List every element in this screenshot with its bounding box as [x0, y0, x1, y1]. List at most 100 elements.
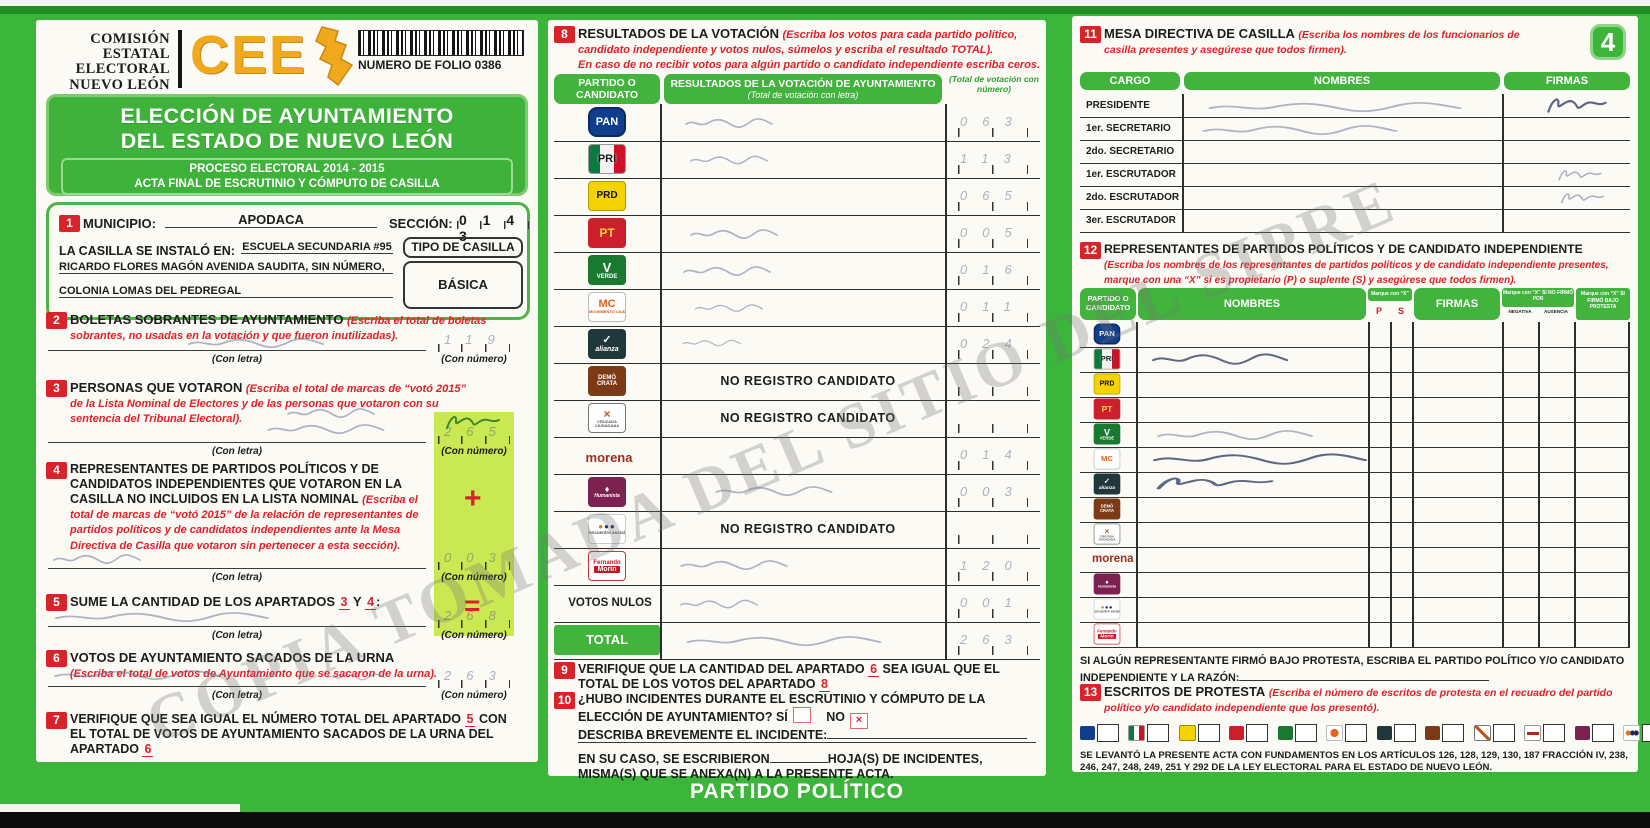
section-12-title: REPRESENTANTES DE PARTIDOS POLÍTICOS Y D… — [1104, 242, 1583, 256]
form-title-line1: ELECCIÓN DE AYUNTAMIENTO — [120, 104, 454, 128]
barcode-icon — [358, 30, 524, 56]
humanista-figure-icon: ♦ — [604, 483, 610, 494]
mesa-row-2do-escrutador: 2do. ESCRUTADOR — [1080, 186, 1630, 210]
col-protesta-header: Marque con “X” SI FIRMÓ BAJO PROTESTA — [1576, 288, 1630, 320]
handwriting-scribble — [1205, 100, 1465, 114]
middle-panel: 8 RESULTADOS DE LA VOTACIÓN (Escriba los… — [548, 20, 1046, 781]
results-row-encuentro: ●●● encuentro social NO REGISTRO CANDIDAT… — [554, 511, 1040, 549]
section-11-badge: 11 — [1080, 26, 1101, 43]
cargo-label: 2do. SECRETARIO — [1086, 146, 1175, 157]
col-letra-text: RESULTADOS DE LA VOTACIÓN DE AYUNTAMIENT… — [670, 77, 936, 90]
section-11-mesa: 11 MESA DIRECTIVA DE CASILLA (Escriba lo… — [1080, 26, 1550, 57]
humanista-text: Humanista — [1098, 584, 1116, 589]
con-numero-label: (Con número) — [441, 354, 507, 365]
section-3-personas: 3 PERSONAS QUE VOTARON (Escriba el total… — [46, 380, 466, 427]
handwriting-scribble — [1558, 170, 1602, 181]
municipio-label: MUNICIPIO: — [83, 216, 156, 231]
org-line: COMISIÓN — [90, 31, 170, 47]
section-2-letra-line — [48, 350, 426, 351]
votes-handwritten: 024 — [960, 336, 1027, 351]
rep-row-encuentro: ●●● encuentro social — [1080, 597, 1630, 623]
ref-6: 6 — [142, 742, 154, 757]
sum-highlight-column — [434, 412, 514, 636]
section-12-representantes: 12 REPRESENTANTES DE PARTIDOS POLÍTICOS … — [1080, 242, 1622, 287]
section-9-text2: SEA IGUAL QUE EL TOTAL DE LOS VOTOS DEL … — [578, 662, 1000, 691]
tipo-casilla-value: BÁSICA — [403, 261, 523, 309]
section-9-verifique: 9 VERIFIQUE QUE LA CANTIDAD DEL APARTADO… — [554, 662, 1042, 692]
section-10-incidentes: 10 ¿HUBO INCIDENTES DURANTE EL ESCRUTINI… — [554, 692, 1024, 729]
section-6-title: VOTOS DE AYUNTAMIENTO SACADOS DE LA URNA — [70, 650, 395, 665]
process-label: PROCESO ELECTORAL 2014 - 2015 — [189, 163, 385, 176]
pri-logo: PRI — [1093, 348, 1121, 370]
section-5-letra-line — [48, 626, 426, 627]
form-title-line2: DEL ESTADO DE NUEVO LEÓN — [120, 128, 454, 153]
section-3-note: (Escriba el total de marcas de “votó 201… — [70, 383, 466, 426]
section-5-suma: 5 SUME LA CANTIDAD DE LOS APARTADOS 3 Y … — [46, 594, 446, 611]
table-vline — [945, 104, 947, 659]
alianza-text: alianza — [595, 346, 619, 353]
section-6-badge: 6 — [46, 650, 67, 667]
col-p-header: P — [1375, 306, 1382, 316]
rep-row-humanista: ♦ Humanista — [1080, 572, 1630, 598]
x-icon: × — [603, 406, 611, 421]
ref-8: 8 — [819, 677, 830, 692]
votes-handwritten: 011 — [960, 299, 1026, 314]
pri-mini-icon — [1128, 725, 1146, 741]
handwriting-scribble — [680, 559, 788, 571]
cruzada-logo: × CRUZADA CIUDADANA — [1093, 523, 1121, 545]
con-letra-label: (Con letra) — [212, 572, 262, 583]
cruzada-mini-icon — [1473, 725, 1491, 741]
section-11-title: MESA DIRECTIVA DE CASILLA — [1104, 26, 1295, 41]
handwriting-scribble — [187, 337, 325, 349]
legal-text: SE LEVANTÓ LA PRESENTE ACTA CON FUNDAMEN… — [1080, 750, 1628, 773]
section-4-representantes: 4 REPRESENTANTES DE PARTIDOS POLÍTICOS Y… — [46, 462, 432, 553]
pt-logo: PT — [588, 218, 626, 248]
section-1-badge: 1 — [59, 215, 80, 232]
rep-row-cruzada: × CRUZADA CIUDADANA — [1080, 522, 1630, 548]
folio-number: NUMERO DE FOLIO 0386 — [358, 58, 502, 72]
seccion-ticks — [457, 219, 529, 229]
section-8-title: RESULTADOS DE LA VOTACIÓN — [578, 26, 780, 41]
section-2-note: (Escriba el total de boletas sobrantes, … — [70, 315, 487, 343]
mc-logo: MC — [1093, 448, 1121, 470]
protesta-count-box — [1641, 724, 1650, 742]
handwriting-scribble — [686, 635, 882, 648]
mc-text: MC — [598, 298, 616, 311]
section-2-num-ticks — [438, 342, 510, 352]
incident-blank-line — [827, 726, 1028, 739]
encaso-text: EN SU CASO, SE ESCRIBIERON HOJA(S) DE INC… — [578, 750, 1038, 782]
protesta-count-box — [1246, 724, 1269, 742]
section-3-badge: 3 — [46, 380, 67, 397]
acta-label: ACTA FINAL DE ESCRUTINIO Y CÓMPUTO DE CA… — [134, 177, 440, 190]
results-row-humanista: ♦ Humanista 003 — [554, 474, 1040, 512]
prd-logo: PRD — [588, 181, 626, 211]
votes-handwritten: 120 — [960, 558, 1027, 573]
handwriting-scribble — [52, 610, 272, 624]
handwriting-scribble — [683, 266, 771, 277]
mc-sub-text: MOVIMIENTO CIUDADANO — [589, 310, 625, 315]
rep-row-pri: PRI — [1080, 347, 1630, 373]
no-registro-label: NO REGISTRO CANDIDATO — [720, 374, 896, 388]
protesta-count-box — [1097, 724, 1119, 742]
no-registro-label: NO REGISTRO CANDIDATO — [720, 411, 896, 425]
cargo-label: PRESIDENTE — [1086, 100, 1150, 111]
col-letra-header: RESULTADOS DE LA VOTACIÓN DE AYUNTAMIENT… — [664, 74, 942, 104]
handwriting-scribble — [53, 554, 141, 565]
section-5-badge: 5 — [46, 594, 67, 611]
section-10-badge: 10 — [554, 692, 575, 709]
humanista-text: Humanista — [594, 492, 620, 499]
handwriting-scribble — [685, 118, 773, 129]
con-numero-label: (Con número) — [441, 690, 507, 701]
protesta-note: SI ALGÚN REPRESENTANTE FIRMÓ BAJO PROTES… — [1080, 654, 1632, 685]
col-firmas-header: FIRMAS — [1504, 72, 1630, 90]
handwriting-scribble — [54, 669, 220, 681]
table-vline — [1628, 322, 1630, 647]
morena-logo: morena — [585, 449, 633, 465]
verde-mini-icon — [1277, 726, 1293, 740]
col-nofirmo-header: Marque con “X” SI NO FIRMÓ POR — [1502, 288, 1574, 307]
section-13-note: (Escriba el número de escritos de protes… — [1104, 687, 1613, 714]
rep-row-mc: MC — [1080, 447, 1630, 473]
col-partido12-header: PARTIDO O CANDIDATO — [1080, 288, 1136, 320]
